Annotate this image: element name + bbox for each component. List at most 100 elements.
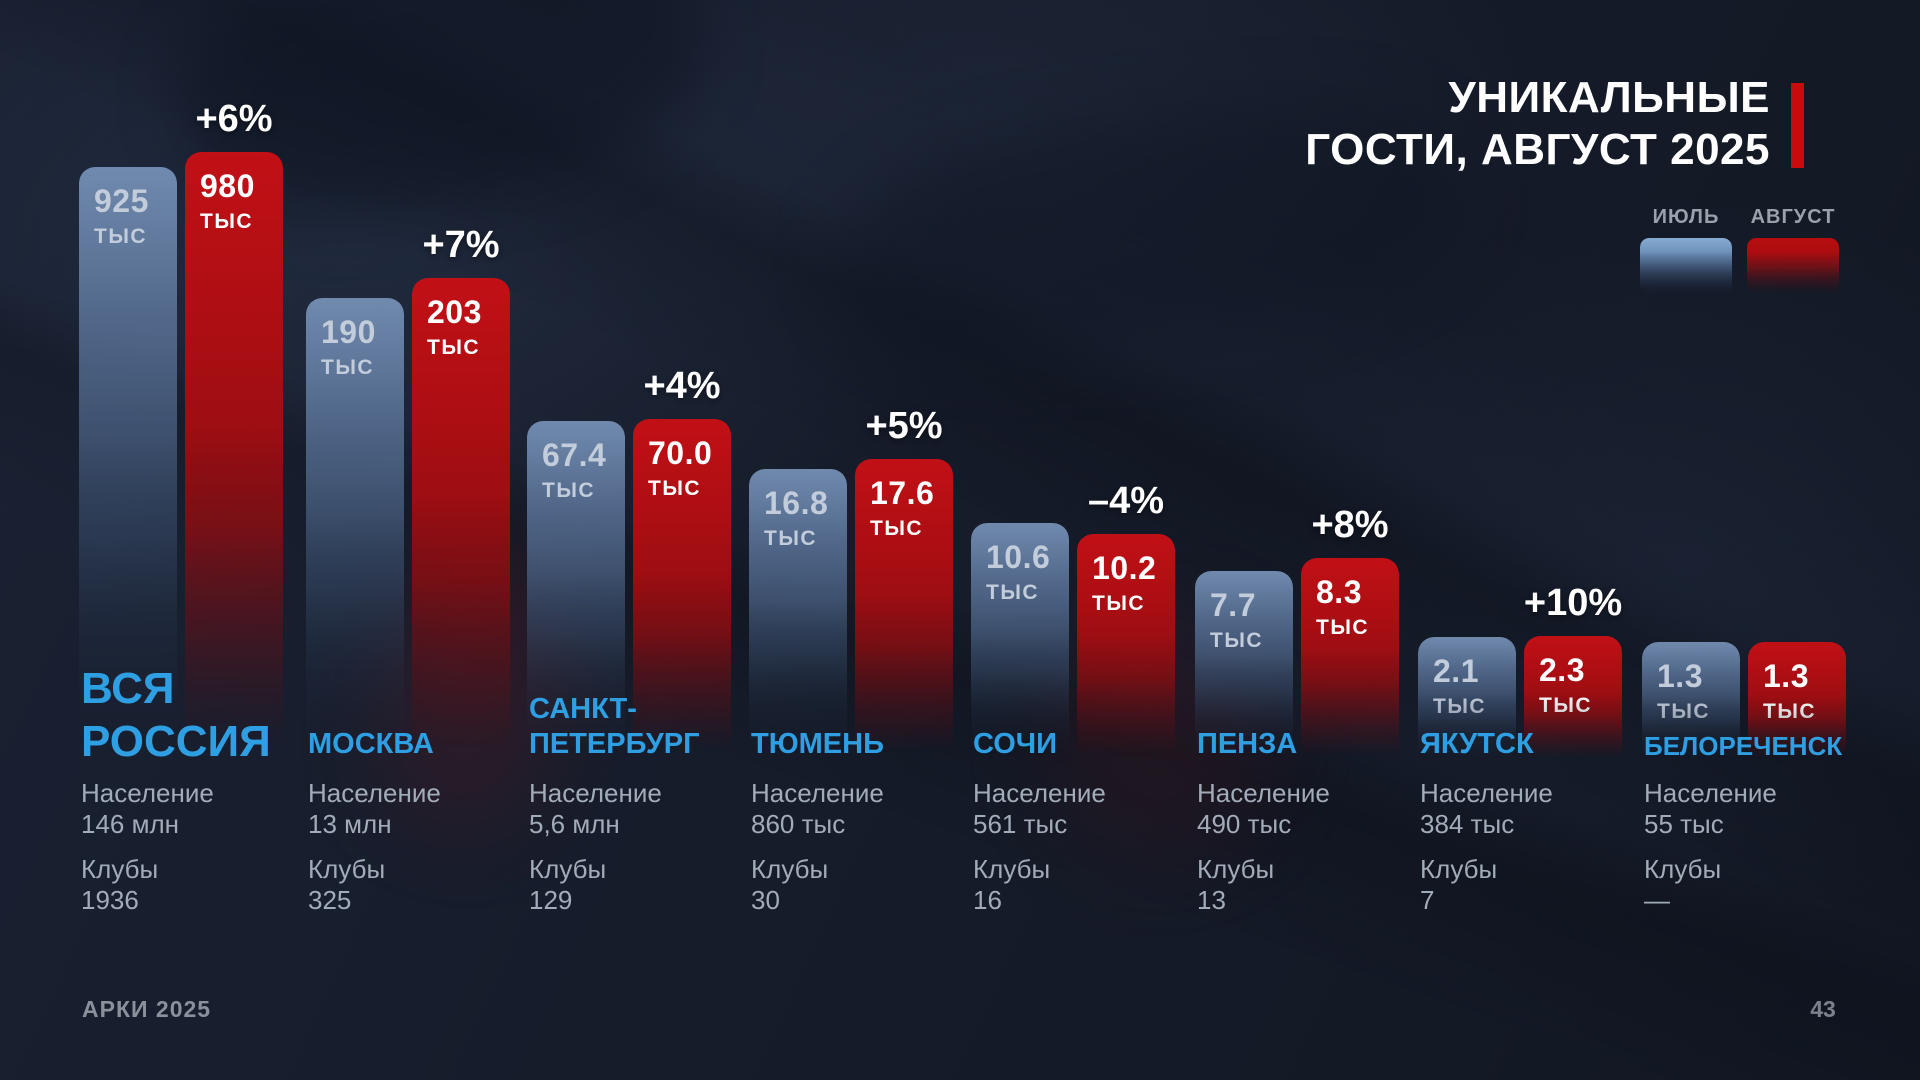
august-unit: ТЫС [427,336,481,359]
change-label: +6% [195,98,273,140]
bar-august: 203 ТЫС [412,278,510,762]
bar-august: 980 ТЫС [185,152,283,762]
bar-july-value: 10.6 ТЫС [971,523,1069,605]
bar-august-value: 8.3 ТЫС [1301,558,1399,640]
city-info: Население 13 млн Клубы 325 [308,778,528,916]
legend-label-july: ИЮЛЬ [1652,206,1720,228]
population-row: Население 490 тыс [1197,778,1417,840]
bar-august-value: 980 ТЫС [185,152,283,234]
change-label: +10% [1523,582,1623,624]
clubs-row: Клубы — [1644,854,1864,916]
population-label: Население [1197,778,1330,808]
city-name-line: ТЮМЕНЬ [751,728,884,760]
bar-july-value: 7.7 ТЫС [1195,571,1293,653]
august-value: 203 [427,294,482,330]
change-label: +7% [422,224,500,266]
bar-august: 10.2 ТЫС [1077,534,1175,762]
city-info: Население 146 млн Клубы 1936 [81,778,301,916]
clubs-label: Клубы [973,854,1051,884]
population-value: 55 тыс [1644,809,1724,839]
clubs-label: Клубы [751,854,829,884]
city-name-line: ПЕНЗА [1197,728,1298,760]
legend-item-august: АВГУСТ [1747,206,1839,294]
population-row: Население 384 тыс [1420,778,1640,840]
august-unit: ТЫС [648,477,702,500]
population-value: 561 тыс [973,809,1068,839]
july-value: 10.6 [986,539,1051,575]
clubs-value: 16 [973,885,1002,915]
july-value: 67.4 [542,437,607,473]
bar-july-value: 67.4 ТЫС [527,421,625,503]
title-accent-bar [1791,83,1804,168]
clubs-label: Клубы [1420,854,1498,884]
clubs-value: 30 [751,885,780,915]
legend-label-august: АВГУСТ [1750,206,1836,228]
legend-swatch-july [1640,238,1732,294]
city-name: ТЮМЕНЬ [751,727,884,762]
population-value: 490 тыс [1197,809,1292,839]
chart-legend: ИЮЛЬ АВГУСТ [1640,206,1839,294]
clubs-row: Клубы 13 [1197,854,1417,916]
clubs-row: Клубы 325 [308,854,528,916]
august-unit: ТЫС [1316,616,1370,639]
bar-august-value: 70.0 ТЫС [633,419,731,501]
population-label: Население [751,778,884,808]
population-label: Население [1644,778,1777,808]
clubs-row: Клубы 16 [973,854,1193,916]
city-name-line: РОССИЯ [81,717,271,766]
clubs-label: Клубы [1644,854,1722,884]
city-name: ПЕНЗА [1197,727,1297,762]
page-title: УНИКАЛЬНЫЕ ГОСТИ, АВГУСТ 2025 [1305,72,1770,176]
august-unit: ТЫС [870,517,924,540]
bar-july-value: 16.8 ТЫС [749,469,847,551]
july-unit: ТЫС [986,581,1040,604]
august-unit: ТЫС [1092,592,1146,615]
august-value: 980 [200,168,255,204]
august-unit: ТЫС [1763,700,1817,723]
clubs-label: Клубы [529,854,607,884]
bar-july: 16.8 ТЫС [749,469,847,762]
population-value: 13 млн [308,809,392,839]
population-value: 5,6 млн [529,809,620,839]
city-name: СОЧИ [973,727,1057,762]
city-name-line: ПЕТЕРБУРГ [529,728,700,760]
bar-august: 70.0 ТЫС [633,419,731,762]
bar-july-value: 1.3 ТЫС [1642,642,1740,724]
population-label: Население [1420,778,1553,808]
city-name-line: ВСЯ [81,664,175,713]
clubs-value: 1936 [81,885,139,915]
july-unit: ТЫС [764,527,818,550]
population-row: Население 13 млн [308,778,528,840]
august-value: 8.3 [1316,574,1362,610]
august-unit: ТЫС [1539,694,1593,717]
population-label: Население [308,778,441,808]
population-row: Население 5,6 млн [529,778,749,840]
clubs-label: Клубы [81,854,159,884]
bar-august: 17.6 ТЫС [855,459,953,762]
city-name: САНКТ- ПЕТЕРБУРГ [529,692,700,762]
footer-brand: АРКИ 2025 [82,996,212,1022]
bar-july-value: 2.1 ТЫС [1418,637,1516,719]
city-name: МОСКВА [308,727,434,762]
page-number: 43 [1810,996,1836,1022]
bar-july-value: 190 ТЫС [306,298,404,380]
august-value: 10.2 [1092,550,1157,586]
bar-august-value: 203 ТЫС [412,278,510,360]
population-row: Население 561 тыс [973,778,1193,840]
population-row: Население 146 млн [81,778,301,840]
city-name-line: ЯКУТСК [1420,728,1534,760]
july-value: 7.7 [1210,587,1256,623]
bar-august-value: 2.3 ТЫС [1524,636,1622,718]
change-label: +8% [1311,504,1389,546]
city-name-line: СОЧИ [973,728,1057,760]
bar-july: 1.3 ТЫС [1642,642,1740,762]
clubs-row: Клубы 1936 [81,854,301,916]
clubs-value: 13 [1197,885,1226,915]
bar-august-value: 1.3 ТЫС [1748,642,1846,724]
city-info: Население 860 тыс Клубы 30 [751,778,971,916]
population-row: Население 860 тыс [751,778,971,840]
bar-july: 925 ТЫС [79,167,177,762]
city-info: Население 5,6 млн Клубы 129 [529,778,749,916]
august-unit: ТЫС [200,210,254,233]
